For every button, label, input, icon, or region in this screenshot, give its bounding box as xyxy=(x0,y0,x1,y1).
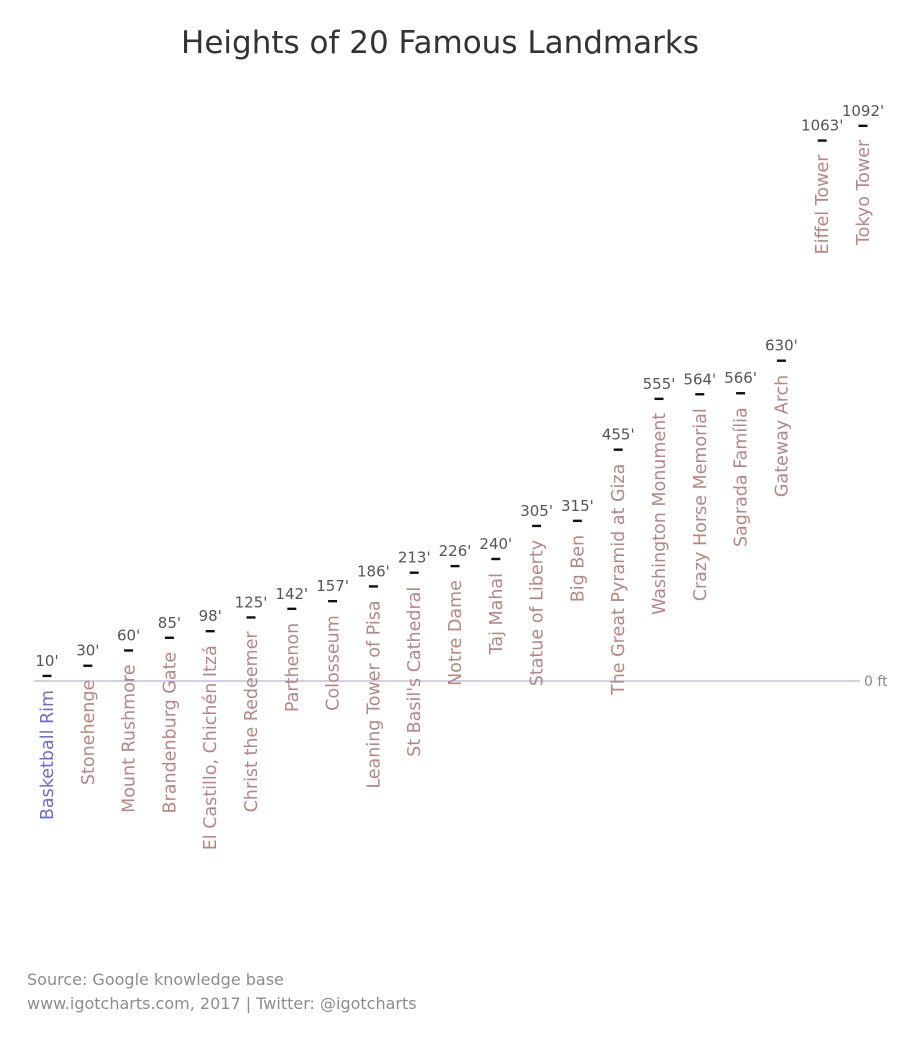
value-label-parthenon: 142' xyxy=(275,585,308,603)
value-label-taj-mahal: 240' xyxy=(479,535,512,553)
landmark-label-st-basil-s-cathedral: St Basil's Cathedral xyxy=(405,587,425,757)
landmark-label-christ-the-redeemer: Christ the Redeemer xyxy=(242,631,262,813)
value-label-big-ben: 315' xyxy=(561,497,594,515)
landmark-label-el-castillo-chichen-itza: El Castillo, Chichén Itzá xyxy=(201,645,221,850)
landmark-label-sagrada-familia: Sagrada Família xyxy=(732,407,752,547)
landmark-label-colosseum: Colosseum xyxy=(324,615,344,711)
landmark-label-eiffel-tower: Eiffel Tower xyxy=(813,154,833,255)
value-label-christ-the-redeemer: 125' xyxy=(235,593,268,611)
value-label-el-castillo-chichen-itza: 98' xyxy=(199,607,222,625)
value-label-basketball-rim: 10' xyxy=(35,652,58,670)
landmark-label-mount-rushmore: Mount Rushmore xyxy=(120,664,140,812)
value-label-st-basil-s-cathedral: 213' xyxy=(398,549,431,567)
landmark-label-crazy-horse-memorial: Crazy Horse Memorial xyxy=(691,408,711,601)
landmark-label-basketball-rim: Basketball Rim xyxy=(38,690,58,820)
landmark-label-statue-of-liberty: Statue of Liberty xyxy=(528,540,548,686)
value-label-washington-monument: 555' xyxy=(643,375,676,393)
value-label-tokyo-tower: 1092' xyxy=(842,102,884,120)
landmark-label-washington-monument: Washington Monument xyxy=(650,413,670,615)
landmark-label-big-ben: Big Ben xyxy=(568,535,588,602)
value-label-statue-of-liberty: 305' xyxy=(520,502,553,520)
value-label-colosseum: 157' xyxy=(316,577,349,595)
value-label-sagrada-familia: 566' xyxy=(724,369,757,387)
landmark-label-notre-dame: Notre Dame xyxy=(446,580,466,686)
value-label-gateway-arch: 630' xyxy=(765,337,798,355)
chart-marks: 10' Basketball Rim 30' Stonehenge 60' Mount R… xyxy=(35,102,884,850)
source-note: Source: Google knowledge base xyxy=(27,970,284,989)
landmark-label-brandenburg-gate: Brandenburg Gate xyxy=(160,652,180,814)
value-label-brandenburg-gate: 85' xyxy=(158,614,181,632)
landmark-label-leaning-tower-of-pisa: Leaning Tower of Pisa xyxy=(364,600,384,788)
chart-title: Heights of 20 Famous Landmarks xyxy=(181,25,699,61)
value-label-crazy-horse-memorial: 564' xyxy=(683,370,716,388)
value-label-eiffel-tower: 1063' xyxy=(801,117,843,135)
value-label-leaning-tower-of-pisa: 186' xyxy=(357,562,390,580)
value-label-mount-rushmore: 60' xyxy=(117,626,140,644)
landmark-label-the-great-pyramid-at-giza: The Great Pyramid at Giza xyxy=(609,464,629,696)
landmark-label-parthenon: Parthenon xyxy=(283,623,303,712)
landmark-label-stonehenge: Stonehenge xyxy=(79,680,99,785)
landmark-label-taj-mahal: Taj Mahal xyxy=(487,573,507,655)
landmark-label-tokyo-tower: Tokyo Tower xyxy=(854,139,874,246)
value-label-the-great-pyramid-at-giza: 455' xyxy=(602,426,635,444)
landmark-label-gateway-arch: Gateway Arch xyxy=(772,375,792,497)
value-label-stonehenge: 30' xyxy=(76,642,99,660)
value-label-notre-dame: 226' xyxy=(439,542,472,560)
credit-note: www.igotcharts.com, 2017 | Twitter: @igo… xyxy=(27,994,417,1013)
zero-baseline-label: 0 ft xyxy=(864,674,888,690)
